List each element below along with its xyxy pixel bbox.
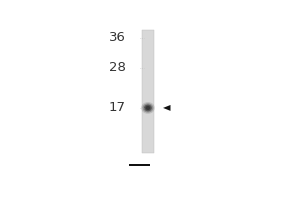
Ellipse shape (142, 103, 153, 113)
Bar (142, 30, 154, 153)
Ellipse shape (144, 105, 152, 111)
Bar (129, 164, 150, 166)
Ellipse shape (146, 106, 150, 110)
Text: 36: 36 (109, 31, 126, 44)
Ellipse shape (141, 102, 155, 114)
Polygon shape (163, 105, 170, 111)
Text: 28: 28 (109, 61, 126, 74)
Text: 17: 17 (109, 101, 126, 114)
